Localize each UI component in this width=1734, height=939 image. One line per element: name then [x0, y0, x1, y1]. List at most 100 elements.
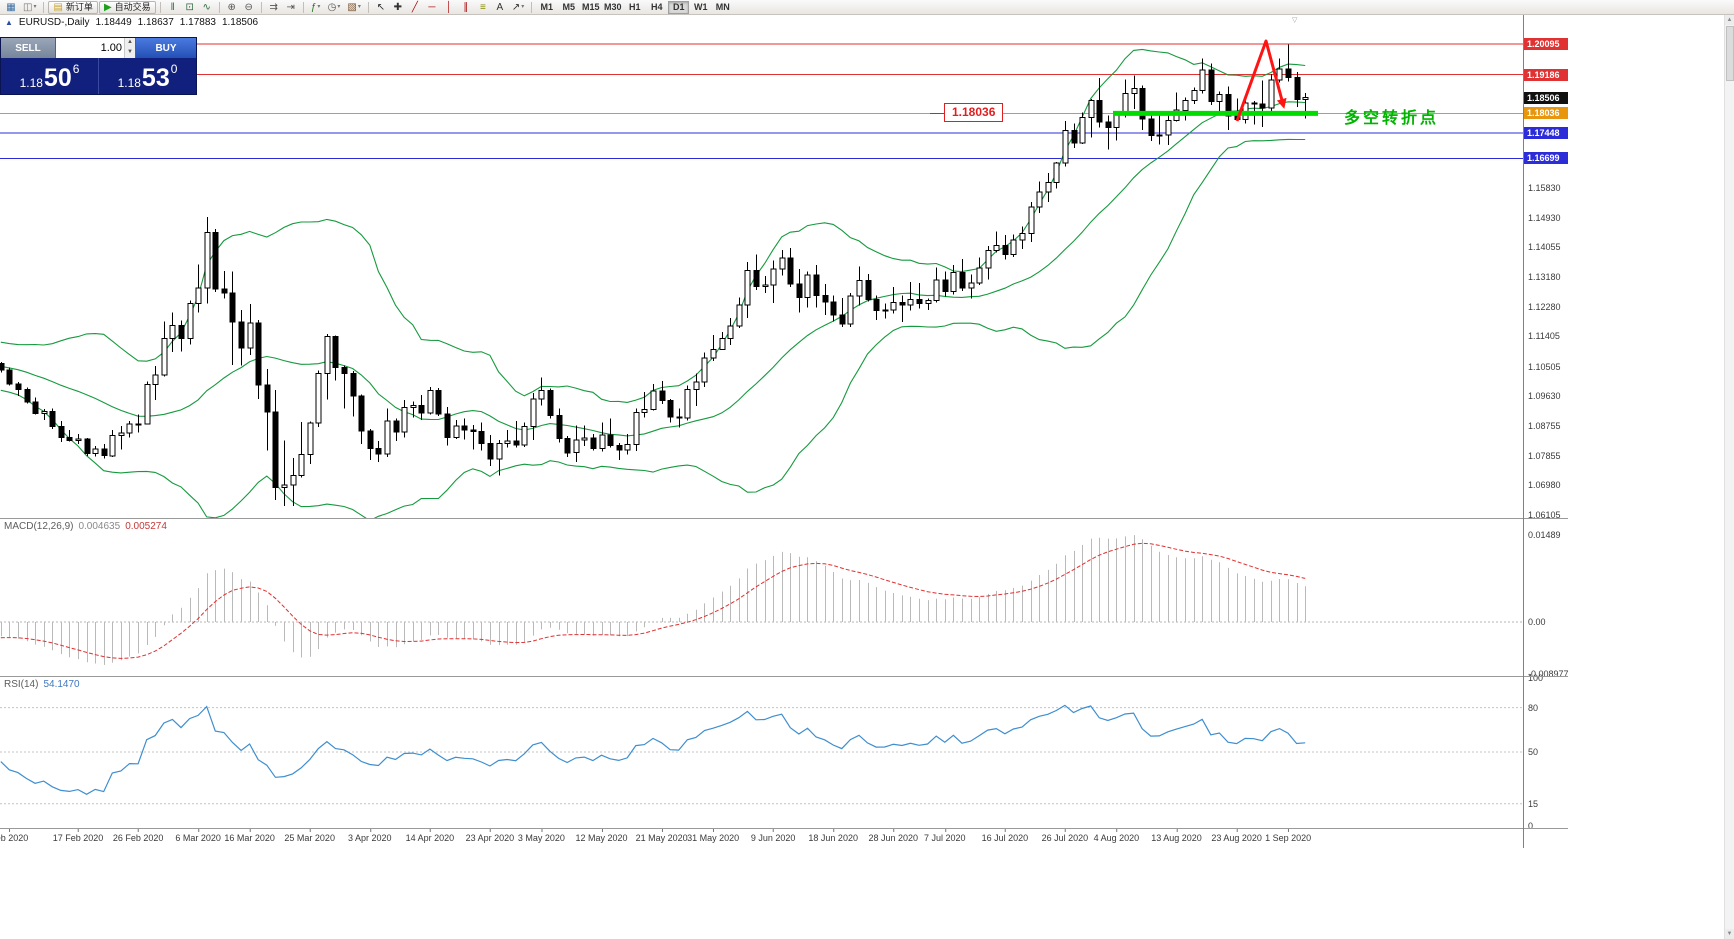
chart-shift-marker[interactable]: ▽ [1292, 17, 1298, 24]
vertical-scrollbar[interactable]: ▲ ▼ [1724, 15, 1734, 939]
fibonacci-icon[interactable]: ≡ [475, 1, 491, 14]
direction-arrow[interactable] [1235, 39, 1287, 122]
candle-body [804, 274, 811, 299]
candle-body [195, 287, 202, 304]
time-scale[interactable]: Feb 2020 17 Feb 2020 26 Feb 2020 6 Mar 2020… [0, 829, 1523, 847]
candle-body [873, 298, 880, 311]
templates-icon[interactable]: ▧ ▾ [344, 1, 363, 14]
auto-scroll-icon[interactable]: ⇉ [266, 1, 282, 14]
candle-body [933, 279, 940, 301]
new-chart-icon[interactable]: ▦ [3, 1, 19, 14]
pane-separator [1524, 828, 1568, 829]
ask-price[interactable]: 1.18 53 0 [99, 58, 196, 94]
zoom-out-icon[interactable]: ⊖ [241, 1, 257, 14]
vertical-line-icon[interactable]: │ [441, 1, 457, 14]
cursor-icon[interactable]: ↖ [373, 1, 389, 14]
timeframe-M5[interactable]: M5 [562, 2, 576, 12]
price-level-label[interactable]: 1.18036 [944, 103, 1004, 122]
candle-body [779, 257, 786, 270]
candle-body [1122, 92, 1129, 115]
chart-canvas[interactable] [0, 15, 1523, 848]
text-icon[interactable]: A [492, 1, 508, 14]
line-chart-icon[interactable]: ∿ [199, 1, 215, 14]
candle-body [487, 443, 494, 460]
new-chart-icon: ▦ [6, 1, 16, 13]
candle-body [1259, 103, 1266, 109]
channel-icon: ∥ [463, 1, 469, 13]
candle-body [264, 384, 271, 413]
chevron-down-icon: ▾ [317, 3, 321, 10]
date-label: 21 May 2020 [635, 829, 688, 843]
timeframes-icon[interactable]: ◷ ▾ [325, 1, 344, 14]
candle-body [324, 335, 331, 375]
candle-body [847, 295, 854, 325]
timeframe-M30[interactable]: M30 [604, 2, 622, 12]
price-level-dash [930, 113, 944, 114]
scroll-thumb[interactable] [1726, 26, 1734, 81]
timeframe-H1[interactable]: H1 [629, 2, 641, 12]
timeframe-W1[interactable]: W1 [694, 2, 708, 12]
candle-body [959, 272, 966, 289]
macd-tick: -0.008977 [1528, 669, 1569, 680]
candle-body [856, 280, 863, 297]
chart-shift-icon[interactable]: ⇥ [283, 1, 299, 14]
zoom-in-icon[interactable]: ⊕ [224, 1, 240, 14]
candle-body [556, 414, 563, 439]
buy-button[interactable]: BUY [135, 38, 196, 58]
candle-body [538, 390, 545, 400]
candle-body [762, 284, 769, 287]
candle-body [659, 390, 666, 402]
price-tick: 1.07855 [1528, 450, 1561, 461]
profiles-icon[interactable]: ◫ ▾ [20, 1, 39, 14]
candle-body [118, 432, 125, 437]
date-label: 17 Feb 2020 [52, 829, 104, 843]
bid-price-point: 6 [72, 62, 80, 76]
volume-decrease-button[interactable]: ▼ [125, 48, 135, 58]
ask-price-pips: 53 [141, 64, 170, 92]
candle-body [410, 405, 417, 408]
channel-icon[interactable]: ∥ [458, 1, 474, 14]
arrows-icon[interactable]: ↗ ▾ [509, 1, 527, 14]
new-order-button[interactable]: ▤ 新订单 [48, 0, 98, 14]
sell-button[interactable]: SELL [1, 38, 56, 58]
rsi-tick: 100 [1528, 673, 1544, 683]
scroll-up-arrow[interactable]: ▲ [1725, 15, 1734, 25]
timeframe-M1[interactable]: M1 [540, 2, 554, 12]
volume-input[interactable] [56, 38, 124, 58]
macd-name: MACD(12,26,9) [4, 521, 74, 532]
timeframe-D1[interactable]: D1 [668, 0, 690, 14]
autotrading-button[interactable]: ▶ 自动交易 [98, 0, 156, 14]
price-scale[interactable]: 1.15830 1.14930 1.14055 1.13180 1.12280 1.114… [1523, 15, 1569, 848]
timeframe-H4[interactable]: H4 [651, 2, 663, 12]
price-tick: 1.06980 [1528, 480, 1561, 491]
toolbar-separator [531, 1, 533, 13]
price-tag-1.19186: 1.19186 [1524, 68, 1568, 81]
horizontal-line-icon[interactable]: ─ [424, 1, 440, 14]
candle-body [813, 274, 820, 296]
indicators-icon[interactable]: ƒ ▾ [308, 1, 324, 14]
indicators-icon: ƒ [310, 1, 317, 13]
candle-body [161, 338, 168, 376]
pivot-annotation-text[interactable]: 多空转折点 [1344, 110, 1440, 127]
candle-body [247, 322, 254, 349]
candle-body [1148, 118, 1155, 136]
scroll-down-arrow[interactable]: ▼ [1725, 929, 1734, 939]
candle-body [24, 389, 31, 403]
toolbar-separator [218, 1, 220, 13]
candle-body [504, 440, 511, 445]
candle-body [599, 434, 606, 450]
volume-increase-button[interactable]: ▲ [125, 38, 135, 48]
timeframe-MN[interactable]: MN [715, 2, 730, 12]
price-tick: 1.15830 [1528, 182, 1561, 193]
timeframe-M15[interactable]: M15 [582, 2, 600, 12]
candle-body [976, 267, 983, 284]
crosshair-icon[interactable]: ✚ [390, 1, 406, 14]
trendline-icon[interactable]: ╱ [407, 1, 423, 14]
candle-body [341, 367, 348, 374]
bid-price[interactable]: 1.18 50 6 [1, 58, 99, 94]
candle-body [298, 454, 305, 477]
bars-chart-icon[interactable]: ‖ [165, 1, 181, 14]
candlestick-chart-icon[interactable]: ⊡ [182, 1, 198, 14]
candle-body [1131, 87, 1138, 94]
